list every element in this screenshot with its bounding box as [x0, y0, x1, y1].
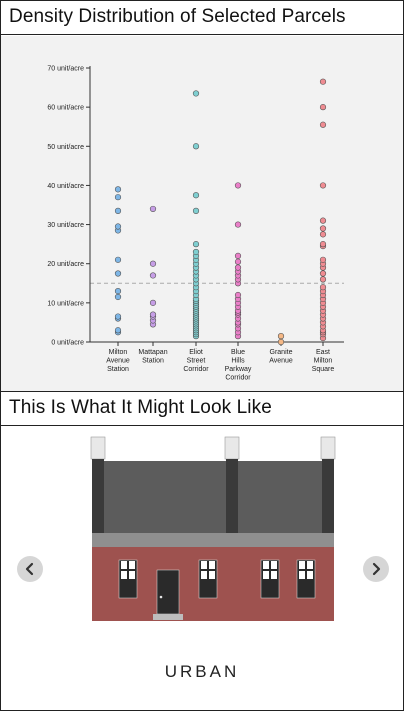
- data-point: [149, 311, 157, 318]
- data-point: [277, 333, 285, 340]
- data-point: [192, 248, 200, 256]
- data-point: [149, 272, 157, 279]
- y-tick-label: 60 unit/acre: [47, 105, 84, 112]
- data-point: [319, 78, 327, 85]
- data-point: [234, 291, 242, 299]
- x-tick-label: Eliot Street Corridor: [183, 349, 209, 373]
- data-point: [114, 256, 122, 263]
- data-point: [192, 90, 200, 97]
- density-chart-panel: 0 unit/acre 10 unit/acre 20 unit/acre 30 un…: [1, 36, 403, 392]
- data-point: [192, 143, 200, 150]
- y-tick-label: 30 unit/acre: [47, 222, 84, 229]
- density-scatter-chart: 0 unit/acre 10 unit/acre 20 unit/acre 30 un…: [47, 66, 344, 382]
- data-point: [114, 223, 122, 230]
- data-point: [192, 207, 200, 214]
- data-point: [192, 241, 200, 248]
- data-point: [114, 194, 122, 201]
- data-point: [114, 186, 122, 193]
- carousel-next-button[interactable]: [363, 556, 389, 582]
- data-point: [149, 299, 157, 306]
- chevron-right-icon: [372, 562, 381, 576]
- data-point: [149, 260, 157, 267]
- data-point: [319, 231, 327, 238]
- data-point: [319, 276, 327, 283]
- typology-preview: URBAN: [1, 427, 403, 710]
- data-point: [319, 256, 327, 263]
- preview-panel-title: This Is What It Might Look Like: [1, 392, 403, 426]
- carousel-prev-button[interactable]: [17, 556, 43, 582]
- data-point: [277, 338, 285, 346]
- data-point: [319, 225, 327, 232]
- data-point: [192, 192, 200, 199]
- data-point: [114, 270, 122, 277]
- data-point: [319, 270, 327, 277]
- data-point: [114, 313, 122, 320]
- data-point: [319, 121, 327, 128]
- chart-panel-title: Density Distribution of Selected Parcels: [1, 1, 403, 35]
- data-point: [234, 252, 242, 259]
- y-tick-label: 40 unit/acre: [47, 183, 84, 190]
- x-tick-label: East Milton Square: [312, 349, 335, 373]
- data-point: [114, 207, 122, 214]
- data-point: [234, 182, 242, 189]
- typology-caption: URBAN: [164, 662, 240, 681]
- data-point: [319, 284, 327, 291]
- data-point: [319, 182, 327, 189]
- data-point: [319, 217, 327, 224]
- y-tick-label: 70 unit/acre: [47, 66, 84, 73]
- chevron-left-icon: [25, 562, 34, 576]
- y-tick-label: 20 unit/acre: [47, 261, 84, 268]
- data-point: [319, 241, 327, 248]
- y-tick-label: 50 unit/acre: [47, 144, 84, 151]
- data-point: [114, 288, 122, 295]
- data-point: [234, 264, 242, 271]
- x-tick-label: Mattapan Station: [138, 349, 167, 365]
- data-point: [234, 258, 242, 265]
- y-tick-label: 0 unit/acre: [51, 340, 84, 347]
- data-point: [114, 293, 122, 301]
- x-tick-label: Granite Avenue: [269, 349, 293, 365]
- y-tick-label: 10 unit/acre: [47, 300, 84, 307]
- data-point: [319, 104, 327, 111]
- x-tick-label: Blue Hills Parkway Corridor: [225, 349, 252, 382]
- data-point: [149, 205, 157, 213]
- data-point: [234, 221, 242, 228]
- data-point: [114, 327, 122, 334]
- building-illustration: [90, 436, 336, 621]
- x-tick-label: Milton Avenue Station: [106, 349, 130, 373]
